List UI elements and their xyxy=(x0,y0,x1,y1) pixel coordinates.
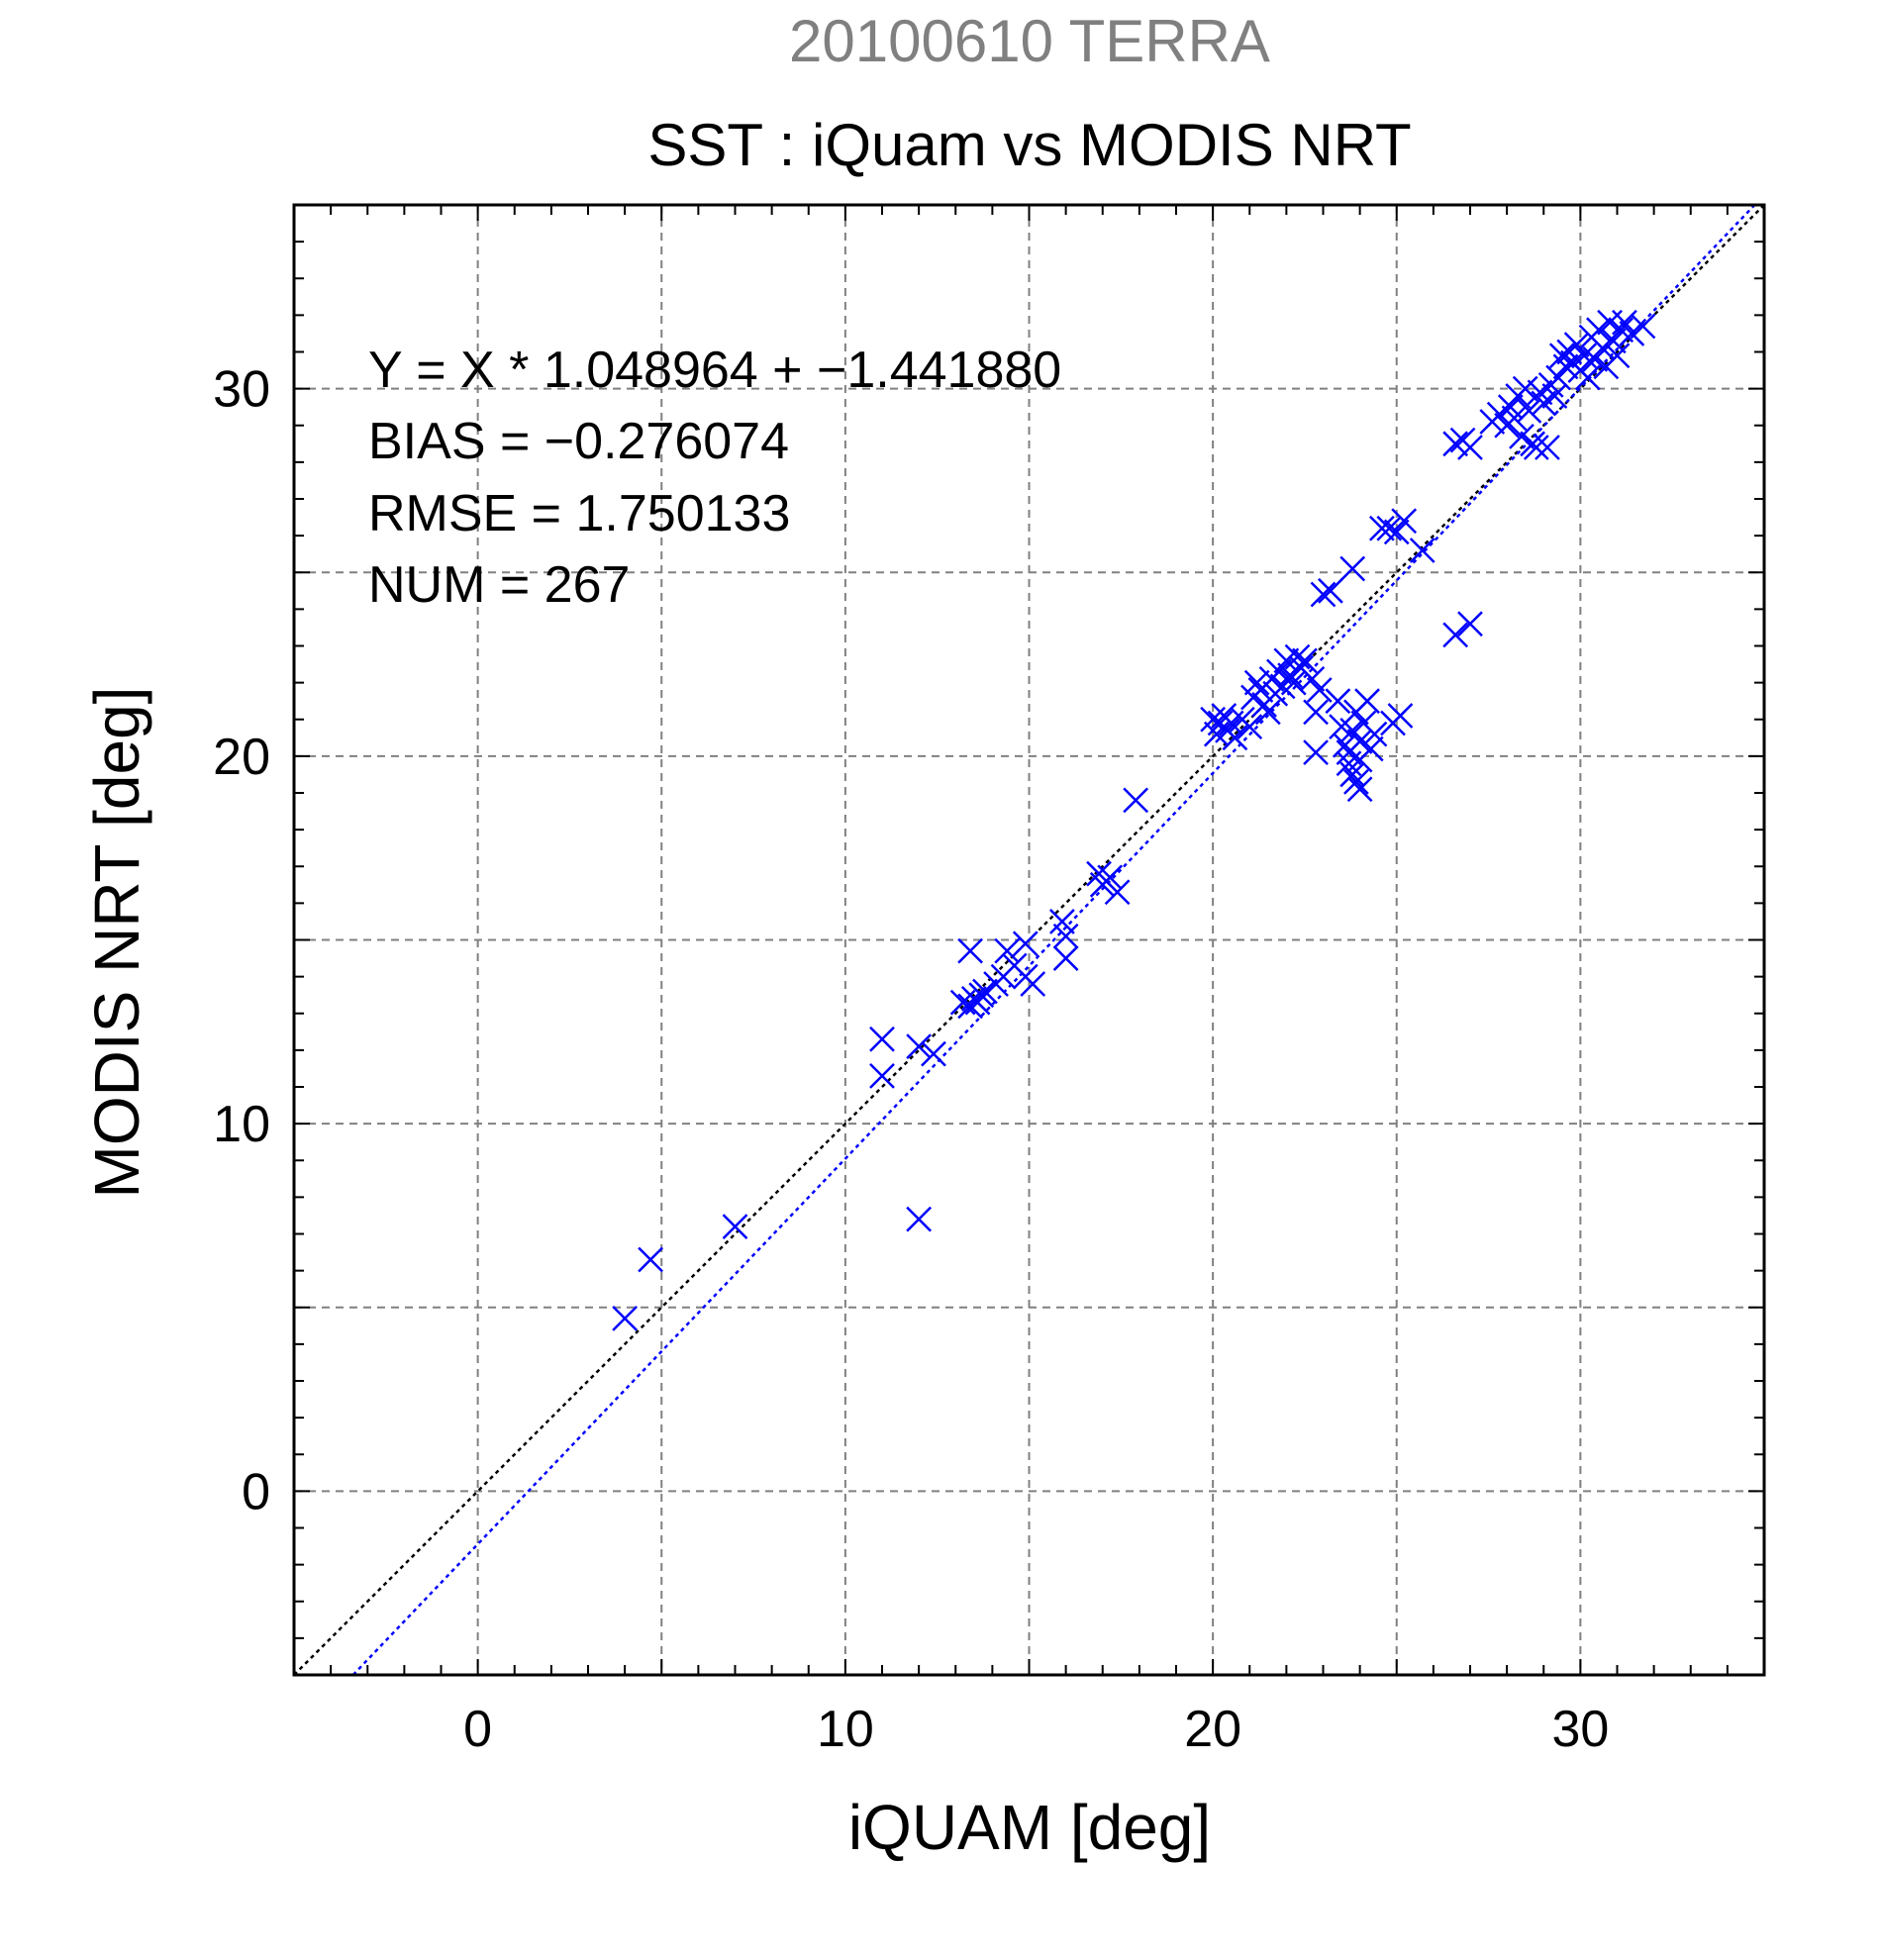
data-point xyxy=(869,1062,895,1089)
data-point xyxy=(1531,390,1557,417)
data-point xyxy=(957,937,983,964)
data-point xyxy=(1306,677,1333,703)
data-point xyxy=(1442,431,1469,457)
rmse-text: RMSE = 1.750133 xyxy=(368,485,790,542)
data-points xyxy=(612,309,1656,1331)
data-point xyxy=(1310,581,1336,608)
data-point xyxy=(1325,688,1351,715)
data-point xyxy=(1457,435,1483,460)
data-point xyxy=(1318,577,1343,604)
chart-supertitle: 20100610 TERRA xyxy=(789,8,1270,74)
data-point xyxy=(1383,519,1410,545)
data-point xyxy=(1346,776,1373,803)
data-point xyxy=(1516,398,1542,424)
data-point xyxy=(1123,787,1149,814)
data-point xyxy=(1354,688,1380,715)
y-axis-label: MODIS NRT [deg] xyxy=(81,687,152,1199)
x-tick-label: 30 xyxy=(1551,1701,1609,1758)
data-point xyxy=(1292,647,1318,674)
regression-fit-line xyxy=(351,204,1756,1676)
data-point xyxy=(1339,555,1366,582)
chart-title: SST : iQuam vs MODIS NRT xyxy=(647,112,1411,178)
x-axis-tick-labels: 0 10 20 30 xyxy=(463,1701,1609,1758)
data-point xyxy=(1391,508,1418,535)
data-point xyxy=(1563,332,1590,357)
data-point xyxy=(869,1026,895,1052)
x-tick-label: 0 xyxy=(463,1701,492,1758)
data-point xyxy=(906,1033,933,1060)
plot-area-frame xyxy=(292,203,1766,1677)
data-point xyxy=(921,1040,946,1067)
data-point xyxy=(906,1206,933,1232)
data-point xyxy=(1052,923,1079,949)
data-point xyxy=(1600,328,1627,354)
data-point xyxy=(1387,703,1414,729)
data-point xyxy=(1299,666,1326,692)
data-point xyxy=(1104,879,1131,906)
y-tick-label: 20 xyxy=(213,729,270,786)
data-point xyxy=(1501,405,1528,432)
data-point xyxy=(1376,515,1403,541)
data-point xyxy=(1574,364,1601,391)
fit-equation-text: Y = X * 1.048964 + −1.441880 xyxy=(368,342,1061,399)
x-tick-label: 20 xyxy=(1184,1701,1241,1758)
data-point xyxy=(994,937,1021,964)
data-point xyxy=(1630,313,1656,340)
x-tick-label: 10 xyxy=(817,1701,874,1758)
data-point xyxy=(972,978,998,1005)
data-point xyxy=(1222,725,1248,751)
y-tick-label: 30 xyxy=(213,361,270,419)
statistics-annotation: Y = X * 1.048964 + −1.441880 BIAS = −0.2… xyxy=(368,342,1061,614)
data-point xyxy=(1343,768,1369,795)
data-point xyxy=(1604,343,1631,369)
data-point xyxy=(1457,611,1483,637)
data-point xyxy=(1512,375,1538,402)
data-point xyxy=(1049,909,1075,934)
data-point xyxy=(722,1214,748,1239)
data-point xyxy=(1237,714,1263,740)
data-point xyxy=(1097,864,1124,891)
data-point xyxy=(1619,321,1645,346)
data-point xyxy=(1369,515,1395,541)
data-point xyxy=(612,1306,639,1331)
data-point xyxy=(1303,739,1329,766)
y-tick-label: 0 xyxy=(242,1463,270,1520)
data-point xyxy=(1052,945,1079,971)
y-axis-tick-labels: 0 10 20 30 xyxy=(213,361,270,1521)
data-point xyxy=(1523,435,1549,460)
x-axis-label: iQUAM [deg] xyxy=(848,1792,1211,1863)
num-text: NUM = 267 xyxy=(368,556,630,614)
data-point xyxy=(1346,746,1373,773)
data-point xyxy=(1303,699,1329,726)
data-point xyxy=(1442,622,1469,648)
data-point xyxy=(1509,424,1534,449)
data-point xyxy=(1409,538,1436,563)
minor-ticks xyxy=(294,205,1764,1675)
data-point xyxy=(1020,971,1046,997)
data-point xyxy=(638,1246,663,1273)
data-point xyxy=(1243,669,1270,696)
data-point xyxy=(1552,353,1579,380)
data-point xyxy=(1012,931,1039,957)
data-point xyxy=(1254,699,1281,726)
data-point xyxy=(1534,435,1560,460)
data-point xyxy=(1361,721,1388,747)
bias-text: BIAS = −0.276074 xyxy=(368,413,789,470)
y-tick-label: 10 xyxy=(213,1096,270,1153)
